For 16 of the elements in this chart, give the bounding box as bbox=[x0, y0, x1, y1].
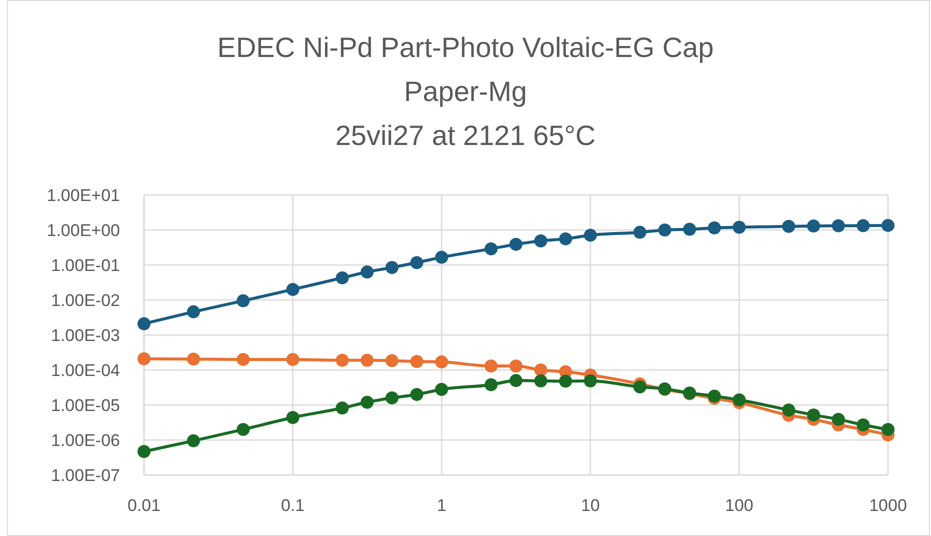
x-tick-label: 1000 bbox=[869, 496, 907, 515]
y-tick-label: 1.00E-04 bbox=[51, 361, 120, 380]
y-tick-label: 1.00E-05 bbox=[51, 396, 120, 415]
y-tick-label: 1.00E+01 bbox=[46, 186, 120, 205]
x-tick-label: 1 bbox=[436, 496, 446, 515]
y-tick-label: 1.00E-07 bbox=[51, 466, 120, 485]
x-tick-label: 100 bbox=[725, 496, 754, 515]
x-tick-label: 10 bbox=[580, 496, 600, 515]
y-tick-label: 1.00E+00 bbox=[46, 221, 120, 240]
x-tick-label: 0.1 bbox=[280, 496, 305, 515]
y-tick-label: 1.00E-01 bbox=[51, 256, 120, 275]
x-tick-label: 0.01 bbox=[127, 496, 161, 515]
chart-title: EDEC Ni-Pd Part-Photo Voltaic-EG Cap Paper-Mg 25vii27 at 2121 65°C bbox=[217, 32, 714, 151]
y-tick-label: 1.00E-06 bbox=[51, 431, 120, 450]
y-tick-label: 1.00E-03 bbox=[51, 326, 120, 345]
y-tick-label: 1.00E-02 bbox=[51, 291, 120, 310]
